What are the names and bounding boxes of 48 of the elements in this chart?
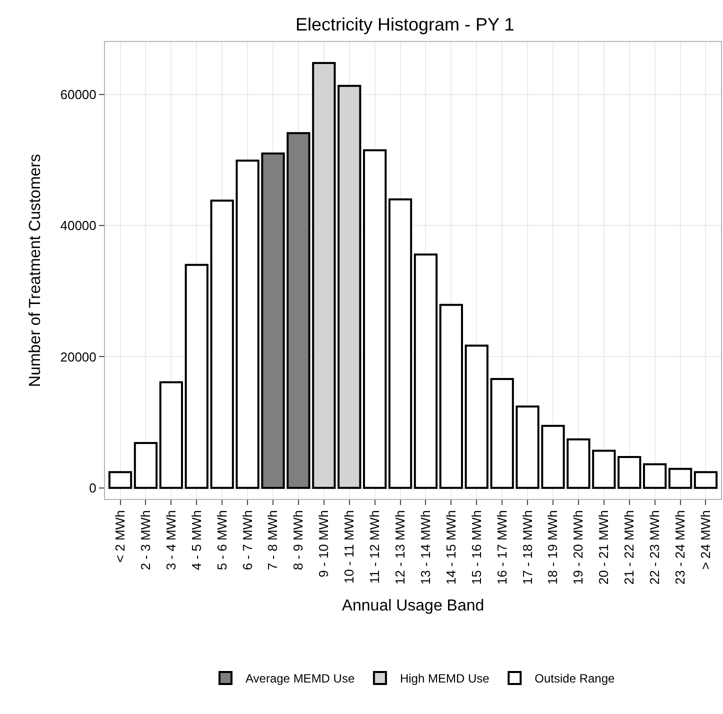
x-tick-label: 4 - 5 MWh xyxy=(188,510,204,570)
legend-label: High MEMD Use xyxy=(400,672,490,686)
y-tick-label: 0 xyxy=(89,480,96,496)
bar xyxy=(618,456,642,489)
bar xyxy=(439,304,463,489)
bar xyxy=(134,442,158,489)
x-tick-label: 6 - 7 MWh xyxy=(240,510,255,570)
bar xyxy=(108,471,132,489)
legend-label: Outside Range xyxy=(534,672,616,686)
bar xyxy=(464,344,488,489)
bar xyxy=(643,463,667,489)
x-tick-label: 14 - 15 MWh xyxy=(443,510,458,585)
x-tick-label: 21 - 22 MWh xyxy=(622,510,637,585)
x-tick-label: 2 - 3 MWh xyxy=(138,510,153,570)
x-tick-label: 17 - 18 MWh xyxy=(520,510,535,585)
x-tick-label: 22 - 23 MWh xyxy=(647,510,662,585)
x-axis-title: Annual Usage Band xyxy=(342,597,484,614)
bar xyxy=(363,149,387,489)
x-tick-label: 8 - 9 MWh xyxy=(290,510,306,570)
x-tick-label: 12 - 13 MWh xyxy=(392,510,408,585)
x-tick-label: 15 - 16 MWh xyxy=(468,510,484,585)
bar xyxy=(668,468,692,489)
y-axis-title: Number of Treatment Customers xyxy=(27,154,44,387)
x-tick-label: 10 - 11 MWh xyxy=(342,510,357,584)
x-tick-label: < 2 MWh xyxy=(112,510,128,563)
bar xyxy=(338,84,362,489)
x-tick-label: 13 - 14 MWh xyxy=(418,510,433,585)
bar xyxy=(694,471,718,489)
y-tick-label: 40000 xyxy=(60,218,96,234)
x-tick-label: 9 - 10 MWh xyxy=(316,510,332,578)
y-tick-label: 60000 xyxy=(60,87,96,102)
bar xyxy=(184,264,208,489)
legend-label: Average MEMD Use xyxy=(246,672,355,686)
x-tick-label: 3 - 4 MWh xyxy=(163,510,178,570)
x-tick-label: 7 - 8 MWh xyxy=(265,510,280,570)
x-tick-label: 16 - 17 MWh xyxy=(494,510,510,585)
x-tick-label: 18 - 19 MWh xyxy=(545,510,560,585)
y-tick-label: 20000 xyxy=(60,349,96,364)
chart-title: Electricity Histogram - PY 1 xyxy=(296,14,514,34)
x-tick-label: 19 - 20 MWh xyxy=(570,510,586,585)
x-tick-label: 23 - 24 MWh xyxy=(672,510,688,585)
bar xyxy=(414,253,438,489)
x-tick-label: > 24 MWh xyxy=(698,510,713,570)
x-tick-label: 20 - 21 MWh xyxy=(596,510,612,585)
bar xyxy=(388,198,412,489)
x-tick-label: 11 - 12 MWh xyxy=(367,510,382,584)
bar xyxy=(159,381,183,489)
x-tick-label: 5 - 6 MWh xyxy=(214,510,230,570)
